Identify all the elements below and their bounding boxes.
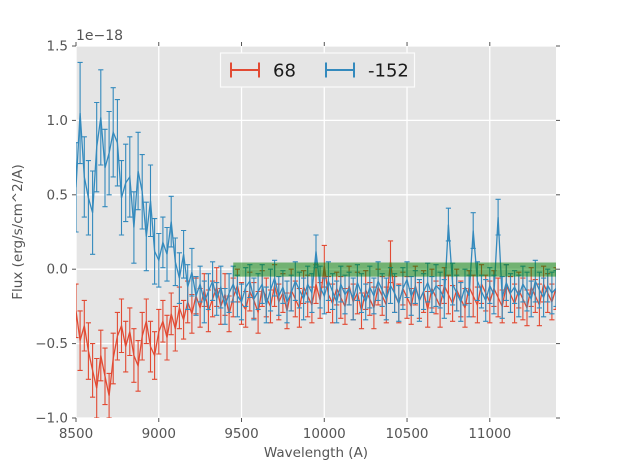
x-tick-label: 9000 <box>142 426 176 442</box>
legend-errorbar-handle <box>325 62 355 78</box>
x-tick-labels: 8500 9000 9500 10000 10500 11000 <box>59 426 511 442</box>
x-tick-label: 10500 <box>386 426 429 442</box>
axis-ticks <box>72 42 560 422</box>
x-tick-label: 10000 <box>303 426 346 442</box>
legend: 68 -152 <box>219 52 416 88</box>
y-axis-label: Flux (erg/s/cm^2/A) <box>10 164 26 299</box>
x-tick-label: 11000 <box>468 426 511 442</box>
zero-flux-band <box>233 262 556 277</box>
legend-entry-68: 68 <box>230 61 296 82</box>
legend-entry-152: -152 <box>325 61 409 82</box>
x-tick-label: 8500 <box>59 426 93 442</box>
legend-errorbar-handle <box>230 62 260 78</box>
y-tick-label: 1.5 <box>47 39 68 55</box>
flux-line-68 <box>76 261 556 396</box>
plot-area <box>76 46 556 418</box>
x-axis-label: Wavelength (A) <box>264 445 368 461</box>
y-axis-offset-text: 1e−18 <box>76 28 123 44</box>
y-tick-label: 1.0 <box>47 113 68 129</box>
y-tick-labels: −1.0 −0.5 0.0 0.5 1.0 1.5 <box>35 39 68 427</box>
legend-label: 68 <box>273 61 296 82</box>
x-tick-label: 9500 <box>224 426 258 442</box>
y-tick-label: 0.0 <box>47 262 68 278</box>
y-tick-label: −1.0 <box>35 411 68 427</box>
y-tick-label: 0.5 <box>47 187 68 203</box>
legend-label: -152 <box>368 61 409 82</box>
y-tick-label: −0.5 <box>35 336 68 352</box>
